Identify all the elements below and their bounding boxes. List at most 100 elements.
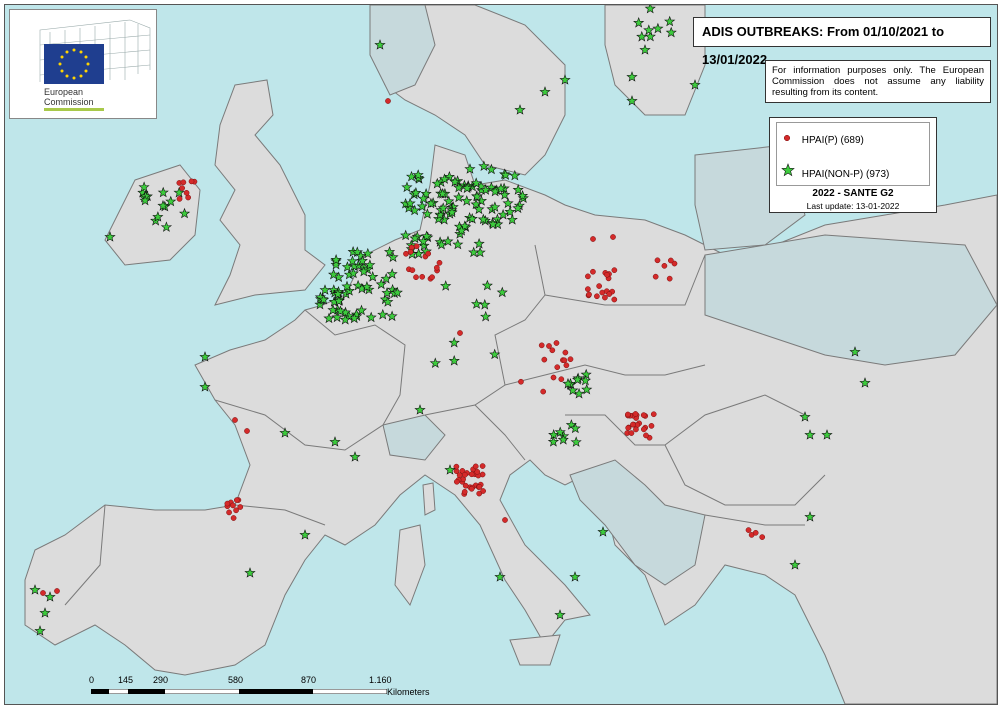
hpai-non-p-marker[interactable]	[425, 197, 437, 209]
hpai-non-p-marker[interactable]	[44, 591, 56, 602]
hpai-p-marker[interactable]	[425, 250, 432, 257]
hpai-non-p-marker[interactable]	[516, 190, 529, 201]
hpai-non-p-marker[interactable]	[485, 181, 497, 193]
hpai-p-marker[interactable]	[232, 417, 238, 423]
hpai-non-p-marker[interactable]	[139, 194, 151, 206]
hpai-non-p-marker[interactable]	[387, 251, 399, 263]
hpai-p-marker[interactable]	[54, 588, 60, 594]
hpai-non-p-marker[interactable]	[386, 268, 398, 279]
hpai-non-p-marker[interactable]	[383, 246, 396, 257]
hpai-p-marker[interactable]	[640, 412, 647, 418]
hpai-p-marker[interactable]	[540, 388, 547, 395]
hpai-non-p-marker[interactable]	[644, 5, 656, 14]
hpai-non-p-marker[interactable]	[539, 86, 551, 97]
hpai-non-p-marker[interactable]	[499, 189, 511, 200]
hpai-non-p-marker[interactable]	[579, 374, 592, 386]
hpai-non-p-marker[interactable]	[358, 265, 370, 277]
hpai-non-p-marker[interactable]	[554, 609, 566, 620]
hpai-non-p-marker[interactable]	[400, 229, 412, 241]
hpai-non-p-marker[interactable]	[157, 199, 169, 211]
hpai-non-p-marker[interactable]	[165, 195, 177, 207]
hpai-non-p-marker[interactable]	[849, 346, 861, 357]
hpai-p-marker[interactable]	[611, 296, 618, 303]
hpai-p-marker[interactable]	[648, 423, 655, 429]
hpai-p-marker[interactable]	[546, 343, 552, 349]
hpai-non-p-marker[interactable]	[421, 230, 433, 242]
hpai-non-p-marker[interactable]	[804, 511, 816, 522]
hpai-non-p-marker[interactable]	[386, 310, 398, 322]
hpai-non-p-marker[interactable]	[104, 231, 116, 242]
hpai-non-p-marker[interactable]	[512, 202, 524, 214]
hpai-p-marker[interactable]	[553, 340, 560, 346]
hpai-p-marker[interactable]	[541, 356, 548, 363]
hpai-p-marker[interactable]	[419, 273, 426, 280]
hpai-non-p-marker[interactable]	[789, 559, 801, 570]
hpai-p-marker[interactable]	[476, 484, 483, 490]
hpai-non-p-marker[interactable]	[572, 373, 584, 385]
hpai-p-marker[interactable]	[594, 293, 600, 300]
hpai-non-p-marker[interactable]	[382, 296, 394, 307]
hpai-p-marker[interactable]	[476, 490, 483, 497]
hpai-p-marker[interactable]	[233, 507, 239, 514]
hpai-p-marker[interactable]	[602, 294, 608, 301]
hpai-non-p-marker[interactable]	[562, 377, 574, 389]
hpai-p-marker[interactable]	[654, 257, 661, 264]
hpai-p-marker[interactable]	[474, 468, 481, 475]
hpai-non-p-marker[interactable]	[417, 235, 429, 247]
hpai-non-p-marker[interactable]	[318, 293, 330, 305]
hpai-non-p-marker[interactable]	[443, 195, 455, 207]
hpai-p-marker[interactable]	[413, 274, 419, 281]
hpai-non-p-marker[interactable]	[330, 258, 342, 270]
hpai-non-p-marker[interactable]	[319, 284, 331, 295]
hpai-non-p-marker[interactable]	[504, 206, 516, 217]
hpai-non-p-marker[interactable]	[440, 280, 452, 291]
hpai-p-marker[interactable]	[385, 98, 391, 104]
hpai-non-p-marker[interactable]	[689, 79, 701, 90]
hpai-p-marker[interactable]	[453, 463, 460, 470]
hpai-non-p-marker[interactable]	[412, 169, 424, 180]
hpai-non-p-marker[interactable]	[347, 267, 359, 279]
hpai-p-marker[interactable]	[625, 425, 632, 431]
hpai-non-p-marker[interactable]	[569, 571, 581, 582]
hpai-non-p-marker[interactable]	[29, 584, 41, 595]
hpai-non-p-marker[interactable]	[341, 261, 353, 272]
hpai-non-p-marker[interactable]	[279, 427, 291, 438]
hpai-non-p-marker[interactable]	[409, 232, 421, 244]
hpai-non-p-marker[interactable]	[509, 169, 521, 181]
hpai-non-p-marker[interactable]	[138, 181, 150, 192]
hpai-non-p-marker[interactable]	[449, 176, 461, 187]
hpai-non-p-marker[interactable]	[437, 188, 449, 199]
hpai-non-p-marker[interactable]	[665, 26, 677, 38]
hpai-p-marker[interactable]	[409, 267, 416, 274]
hpai-p-marker[interactable]	[549, 347, 556, 354]
hpai-non-p-marker[interactable]	[464, 163, 476, 174]
hpai-non-p-marker[interactable]	[626, 71, 638, 82]
hpai-non-p-marker[interactable]	[494, 571, 506, 582]
hpai-non-p-marker[interactable]	[330, 254, 342, 265]
hpai-p-marker[interactable]	[230, 515, 237, 521]
hpai-non-p-marker[interactable]	[356, 255, 368, 266]
hpai-non-p-marker[interactable]	[580, 368, 592, 380]
hpai-non-p-marker[interactable]	[299, 529, 311, 540]
hpai-p-marker[interactable]	[628, 430, 635, 436]
hpai-non-p-marker[interactable]	[473, 203, 485, 215]
hpai-non-p-marker[interactable]	[573, 387, 585, 399]
hpai-non-p-marker[interactable]	[448, 336, 460, 348]
hpai-non-p-marker[interactable]	[374, 39, 386, 50]
hpai-non-p-marker[interactable]	[664, 15, 676, 27]
hpai-non-p-marker[interactable]	[244, 567, 256, 578]
hpai-p-marker[interactable]	[667, 257, 674, 264]
hpai-p-marker[interactable]	[468, 485, 475, 492]
hpai-non-p-marker[interactable]	[459, 220, 471, 232]
hpai-p-marker[interactable]	[40, 590, 46, 596]
hpai-non-p-marker[interactable]	[557, 433, 569, 445]
hpai-p-marker[interactable]	[462, 482, 469, 489]
hpai-p-marker[interactable]	[759, 534, 766, 540]
hpai-non-p-marker[interactable]	[597, 526, 609, 537]
hpai-non-p-marker[interactable]	[461, 195, 473, 206]
hpai-non-p-marker[interactable]	[485, 163, 498, 175]
hpai-p-marker[interactable]	[550, 374, 557, 381]
hpai-non-p-marker[interactable]	[39, 607, 51, 618]
hpai-non-p-marker[interactable]	[506, 214, 518, 225]
hpai-p-marker[interactable]	[453, 478, 460, 485]
